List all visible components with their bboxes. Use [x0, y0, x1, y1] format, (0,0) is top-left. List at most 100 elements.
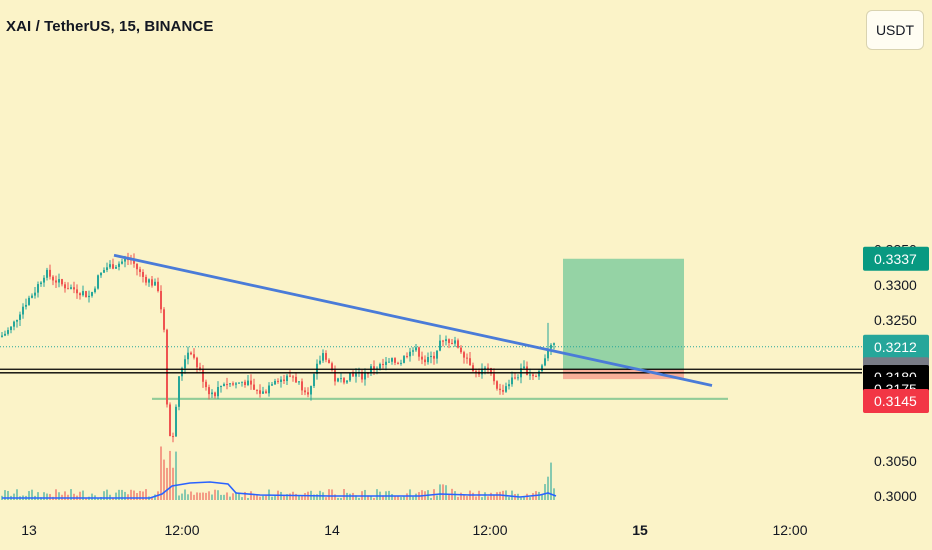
candle-body — [139, 269, 141, 273]
price-badges: 0.33370.321211:360.31800.31800.31750.314… — [863, 246, 929, 413]
candle-body — [403, 356, 405, 363]
candle-body — [211, 392, 213, 395]
volume-bar — [520, 497, 522, 500]
volume-bar — [253, 495, 255, 500]
volume-bar — [145, 489, 147, 500]
candle-body — [271, 384, 273, 386]
volume-bar — [394, 495, 396, 500]
volume-bar — [301, 495, 303, 500]
volume-bar — [199, 492, 201, 500]
time-axis[interactable]: 13 12:00 14 12:00 15 12:00 — [21, 522, 808, 538]
volume-bar — [313, 494, 315, 500]
volume-bar — [412, 496, 414, 500]
candle-body — [544, 358, 546, 366]
volume-bar — [487, 496, 489, 500]
candle-body — [214, 392, 216, 397]
volume-bar — [436, 495, 438, 500]
volume-bar — [73, 493, 75, 500]
candle-body — [43, 277, 45, 283]
candle-body — [373, 366, 375, 370]
price-tick: 0.3000 — [874, 488, 917, 504]
volume-bar — [70, 489, 72, 500]
candle-body — [448, 339, 450, 343]
volume-bar — [304, 493, 306, 500]
candle-body — [244, 381, 246, 386]
candle-body — [94, 288, 96, 293]
volume-bar — [124, 491, 126, 500]
currency-button[interactable]: USDT — [866, 10, 924, 50]
candle-body — [307, 392, 309, 395]
volume-bar — [367, 495, 369, 500]
candle-body — [505, 386, 507, 392]
volume-bar — [508, 497, 510, 500]
candle-body — [385, 361, 387, 365]
volume-bar — [160, 446, 162, 500]
candle-body — [436, 350, 438, 359]
volume-bar — [409, 489, 411, 500]
volume-bar — [235, 492, 237, 500]
candle-body — [400, 362, 402, 364]
candle-body — [346, 380, 348, 383]
volume-bar — [64, 491, 66, 500]
volume-bar — [223, 494, 225, 500]
volume-bar — [97, 497, 99, 500]
candle-body — [157, 281, 159, 291]
volume-bar — [550, 462, 552, 500]
candle-body — [454, 340, 456, 344]
trendline — [113, 253, 713, 387]
price-badge-label: 0.3212 — [874, 339, 917, 355]
candle-body — [136, 263, 138, 270]
candle-body — [490, 367, 492, 374]
volume-ma-line — [2, 481, 557, 499]
candle-body — [499, 388, 501, 391]
volume-bar — [463, 494, 465, 500]
candle-body — [238, 382, 240, 384]
candle-body — [493, 373, 495, 382]
volume-bar — [271, 496, 273, 500]
volume-bar — [163, 459, 165, 500]
candle-body — [172, 436, 174, 438]
volume-bar — [31, 489, 33, 500]
candle-body — [394, 358, 396, 363]
candles — [1, 252, 555, 443]
candle-body — [319, 360, 321, 364]
candle-body — [151, 279, 153, 286]
volume-bar — [238, 493, 240, 500]
volume-bar — [130, 489, 132, 500]
volume-bar — [415, 493, 417, 500]
volume-bar — [193, 494, 195, 500]
candle-body — [112, 264, 114, 269]
volume-bar — [298, 495, 300, 500]
candle-body — [529, 374, 531, 376]
volume-bar — [58, 492, 60, 500]
candle-body — [289, 375, 291, 377]
volume-bar — [403, 496, 405, 500]
candle-body — [463, 352, 465, 358]
candle-body — [46, 269, 48, 278]
price-tick: 0.3250 — [874, 312, 917, 328]
volume-bar — [316, 494, 318, 500]
candle-body — [409, 351, 411, 357]
candle-body — [406, 356, 408, 358]
volume-bar — [400, 497, 402, 500]
volume-bar — [442, 484, 444, 500]
candle-body — [28, 297, 30, 305]
volume-bar — [127, 494, 129, 500]
volume-bar — [382, 495, 384, 500]
candle-body — [325, 353, 327, 360]
volume-bar — [283, 495, 285, 500]
candle-body — [229, 383, 231, 385]
candle-body — [160, 290, 162, 310]
candle-body — [460, 347, 462, 353]
volume-bar — [274, 495, 276, 500]
volume-bar — [49, 494, 51, 500]
candle-body — [361, 372, 363, 380]
candle-body — [457, 340, 459, 348]
volume-bar — [121, 489, 123, 500]
volume-bar — [37, 492, 39, 500]
candle-body — [82, 291, 84, 296]
volume-bar — [244, 491, 246, 500]
candle-body — [268, 385, 270, 394]
